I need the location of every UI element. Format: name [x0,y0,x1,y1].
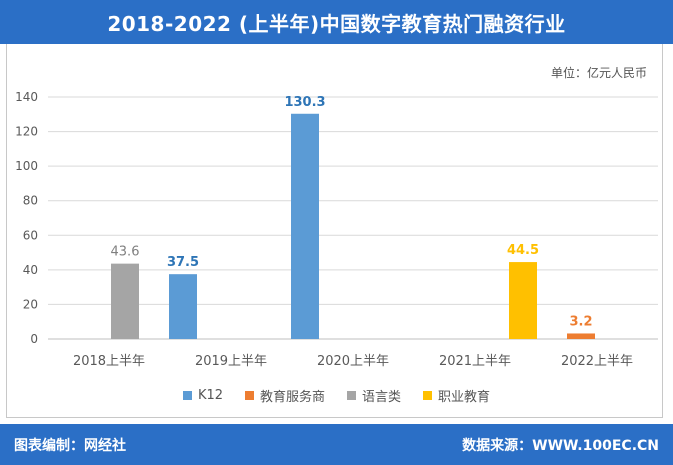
footer-credit: 图表编制：网经社 [14,437,126,454]
chart-frame [6,44,663,418]
bar-K12 [169,274,197,339]
chart-title-bar: 2018-2022 (上半年)中国数字教育热门融资行业 [0,0,673,44]
chart-legend: K12 教育服务商 语言类 职业教育 [0,386,673,405]
legend-item: 语言类 [347,386,401,405]
y-tick-label: 80 [23,194,38,208]
data-label: 37.5 [167,255,199,270]
x-tick-label: 2020上半年 [317,354,389,369]
legend-label: 语言类 [362,390,402,405]
x-tick-label: 2019上半年 [195,354,267,369]
y-tick-label: 40 [23,263,38,277]
legend-item: K12 [182,386,224,405]
unit-label: 单位：亿元人民币 [550,66,647,80]
legend-swatch [182,391,192,400]
y-tick-label: 140 [15,90,38,104]
legend-label: 教育服务商 [260,390,326,405]
data-label: 3.2 [569,314,592,329]
y-tick-label: 120 [15,125,38,139]
data-label: 130.3 [284,95,325,110]
chart-title: 2018-2022 (上半年)中国数字教育热门融资行业 [107,11,566,36]
x-tick-label: 2021上半年 [439,354,511,369]
data-label: 44.5 [507,243,539,258]
x-tick-label: 2018上半年 [73,354,145,369]
bar-语言类 [111,263,139,339]
data-label: 43.6 [111,245,140,260]
legend-label: 职业教育 [438,390,491,405]
legend-label: K12 [197,388,224,403]
legend-item: 教育服务商 [245,386,325,405]
bar-职业教育 [509,262,537,339]
x-tick-label: 2022上半年 [561,354,633,369]
legend-swatch [423,391,433,400]
y-tick-label: 20 [23,297,38,311]
legend-swatch [347,391,357,400]
bar-chart: 0 20 40 60 80 100 120 140 43.6 37.5 130.3 44.5 3.2 20… [15,90,658,369]
bar-K12 [291,113,319,339]
footer-bar: 图表编制：网经社 数据来源：WWW.100EC.CN [0,424,673,465]
legend-swatch [245,391,255,400]
bar-教育服务商 [567,333,595,339]
legend-item: 职业教育 [423,386,490,405]
y-tick-label: 60 [23,228,38,242]
y-tick-label: 0 [30,332,38,346]
y-tick-label: 100 [15,159,38,173]
footer-source: 数据来源：WWW.100EC.CN [462,437,659,454]
